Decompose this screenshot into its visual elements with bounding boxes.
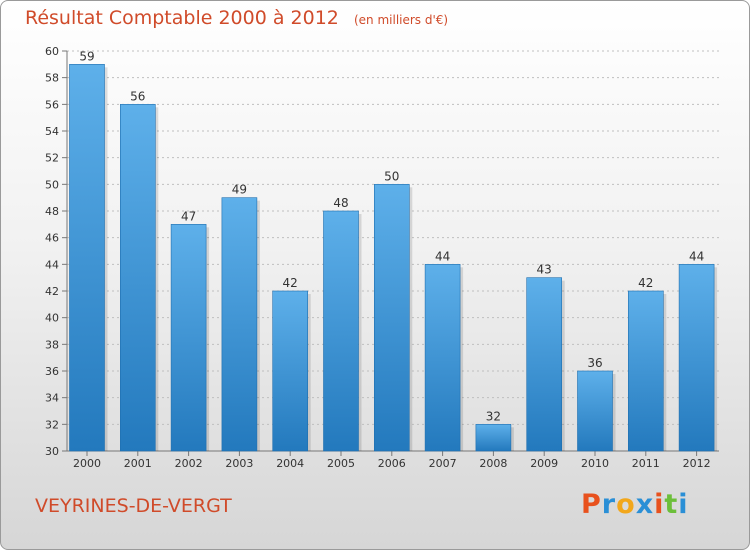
bar-2006 [373, 184, 410, 452]
brand-letter: i [654, 489, 665, 520]
brand-letter: i [678, 489, 689, 520]
brand-letter: r [601, 489, 617, 520]
chart-title: Résultat Comptable 2000 à 2012 (en milli… [25, 7, 448, 29]
bar-2009 [526, 277, 563, 452]
bar-2010 [577, 370, 613, 452]
y-tick-label: 56 [45, 98, 59, 111]
y-tick-label: 32 [45, 418, 59, 431]
brand-letter: o [616, 489, 636, 520]
value-label-2012: 44 [689, 249, 704, 263]
x-tick-label-2011: 2011 [632, 457, 660, 470]
value-label-2003: 49 [232, 183, 247, 197]
bar-2000 [69, 64, 105, 452]
value-label-2010: 36 [587, 356, 602, 370]
value-label-2002: 47 [181, 209, 196, 223]
y-tick-label: 58 [45, 72, 59, 85]
y-tick-label: 30 [45, 445, 59, 458]
value-label-2000: 59 [79, 49, 94, 63]
y-tick-label: 52 [45, 152, 59, 165]
value-label-2009: 43 [537, 263, 552, 277]
bar-2012 [678, 264, 715, 452]
x-tick-label-2012: 2012 [683, 457, 711, 470]
value-label-2008: 32 [486, 409, 501, 423]
bars [69, 64, 718, 452]
brand-letter: P [581, 489, 602, 520]
y-tick-label: 50 [45, 178, 59, 191]
bar-2008 [475, 424, 512, 452]
y-tick-label: 48 [45, 205, 59, 218]
value-label-2006: 50 [384, 169, 399, 183]
y-tick-label: 46 [45, 232, 59, 245]
proxiti-logo: Proxiti [581, 489, 689, 520]
y-tick-label: 34 [45, 392, 59, 405]
bar-2002 [170, 224, 207, 452]
x-tick-label-2000: 2000 [73, 457, 101, 470]
y-tick-label: 54 [45, 125, 59, 138]
x-tick-label-2004: 2004 [276, 457, 304, 470]
x-tick-label-2003: 2003 [225, 457, 253, 470]
labels: 30 32 34 36 38 40 42 44 46 48 50 52 54 56 58 60 59 2000 56… [45, 45, 711, 470]
bar-2001 [120, 104, 156, 452]
x-tick-label-2002: 2002 [175, 457, 203, 470]
value-label-2005: 48 [333, 196, 348, 210]
bar-2003 [221, 197, 258, 452]
bar-2007 [424, 264, 461, 452]
y-tick-label: 60 [45, 45, 59, 58]
x-tick-label-2008: 2008 [479, 457, 507, 470]
value-label-2011: 42 [638, 276, 653, 290]
y-tick-label: 38 [45, 338, 59, 351]
brand-letter: x [635, 489, 655, 520]
y-tick-label: 42 [45, 285, 59, 298]
brand-letter: t [664, 489, 679, 520]
bar-chart: 30 32 34 36 38 40 42 44 46 48 50 52 54 56 58 60 59 2000 56… [45, 45, 719, 470]
x-tick-label-2009: 2009 [530, 457, 558, 470]
bar-2005 [323, 210, 359, 452]
value-label-2004: 42 [283, 276, 298, 290]
chart-title-text: Résultat Comptable 2000 à 2012 [25, 7, 339, 29]
x-tick-label-2010: 2010 [581, 457, 609, 470]
chart-unit: (en milliers d'€) [353, 13, 449, 27]
value-label-2007: 44 [435, 249, 450, 263]
x-tick-label-2007: 2007 [429, 457, 457, 470]
commune-name: VEYRINES-DE-VERGT [35, 495, 232, 517]
y-tick-label: 44 [45, 258, 59, 271]
value-label-2001: 56 [130, 89, 145, 103]
x-tick-label-2006: 2006 [378, 457, 406, 470]
bar-2004 [272, 290, 309, 452]
y-tick-label: 40 [45, 312, 59, 325]
x-tick-label-2005: 2005 [327, 457, 355, 470]
x-tick-label-2001: 2001 [124, 457, 152, 470]
bar-2011 [627, 290, 664, 452]
y-tick-label: 36 [45, 365, 59, 378]
